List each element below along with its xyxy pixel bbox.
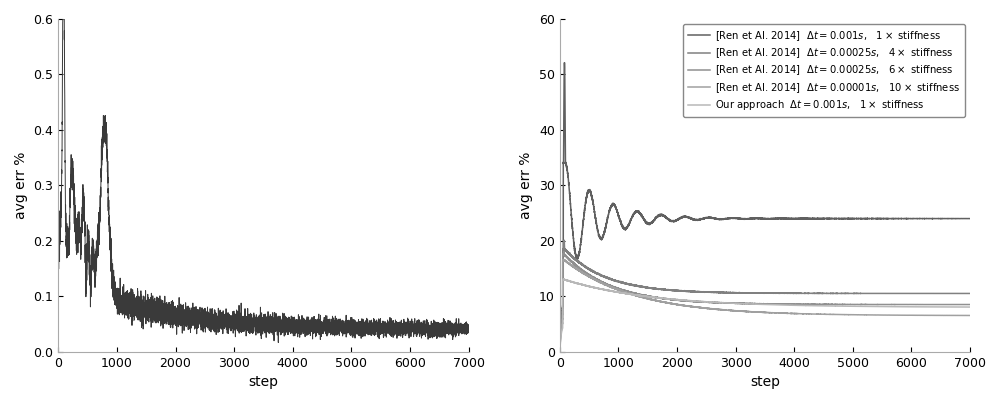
[Ren et Al. 2014]  $\Delta t = 0.00025s$,   $4\times$ stiffness — [558, 238, 570, 243]
Line: Our approach  $\Delta t = 0.001s$,   $1\times$ stiffness: Our approach $\Delta t = 0.001s$, $1\tim… — [560, 279, 970, 351]
[Ren et Al. 2014]  $\Delta t = 0.001s$,   $1\times$ stiffness — [575, 235, 587, 239]
[Ren et Al. 2014]  $\Delta t = 0.00025s$,   $4\times$ stiffness — [709, 290, 721, 295]
Our approach  $\Delta t = 0.001s$,   $1\times$ stiffness — [709, 300, 721, 305]
Our approach  $\Delta t = 0.001s$,   $1\times$ stiffness — [557, 277, 569, 282]
[Ren et Al. 2014]  $\Delta t = 0.00001s$,   $10\times$ stiffness — [717, 307, 729, 312]
Line: [Ren et Al. 2014]  $\Delta t = 0.00025s$,   $6\times$ stiffness: [Ren et Al. 2014] $\Delta t = 0.00025s$,… — [560, 251, 970, 349]
[Ren et Al. 2014]  $\Delta t = 0.00001s$,   $10\times$ stiffness — [661, 301, 673, 305]
[Ren et Al. 2014]  $\Delta t = 0.00025s$,   $4\times$ stiffness — [831, 291, 843, 296]
[Ren et Al. 2014]  $\Delta t = 0.00025s$,   $6\times$ stiffness — [575, 267, 587, 272]
[Ren et Al. 2014]  $\Delta t = 0.00025s$,   $4\times$ stiffness — [717, 290, 729, 295]
[Ren et Al. 2014]  $\Delta t = 0.00001s$,   $10\times$ stiffness — [964, 313, 976, 318]
Our approach  $\Delta t = 0.001s$,   $1\times$ stiffness — [831, 303, 843, 308]
[Ren et Al. 2014]  $\Delta t = 0.00025s$,   $6\times$ stiffness — [554, 347, 566, 352]
[Ren et Al. 2014]  $\Delta t = 0.001s$,   $1\times$ stiffness — [717, 217, 729, 222]
[Ren et Al. 2014]  $\Delta t = 0.001s$,   $1\times$ stiffness — [753, 216, 765, 221]
X-axis label: step: step — [750, 375, 780, 389]
Our approach  $\Delta t = 0.001s$,   $1\times$ stiffness — [575, 282, 587, 287]
[Ren et Al. 2014]  $\Delta t = 0.00001s$,   $10\times$ stiffness — [709, 307, 721, 312]
Line: [Ren et Al. 2014]  $\Delta t = 0.00025s$,   $4\times$ stiffness: [Ren et Al. 2014] $\Delta t = 0.00025s$,… — [560, 240, 970, 350]
[Ren et Al. 2014]  $\Delta t = 0.001s$,   $1\times$ stiffness — [554, 346, 566, 351]
[Ren et Al. 2014]  $\Delta t = 0.001s$,   $1\times$ stiffness — [661, 216, 673, 221]
[Ren et Al. 2014]  $\Delta t = 0.001s$,   $1\times$ stiffness — [558, 60, 570, 65]
Line: [Ren et Al. 2014]  $\Delta t = 0.00001s$,   $10\times$ stiffness: [Ren et Al. 2014] $\Delta t = 0.00001s$,… — [560, 260, 970, 350]
[Ren et Al. 2014]  $\Delta t = 0.00001s$,   $10\times$ stiffness — [831, 312, 843, 317]
[Ren et Al. 2014]  $\Delta t = 0.00025s$,   $6\times$ stiffness — [558, 249, 570, 254]
[Ren et Al. 2014]  $\Delta t = 0.00025s$,   $4\times$ stiffness — [575, 262, 587, 267]
Line: [Ren et Al. 2014]  $\Delta t = 0.001s$,   $1\times$ stiffness: [Ren et Al. 2014] $\Delta t = 0.001s$, $… — [560, 62, 970, 349]
[Ren et Al. 2014]  $\Delta t = 0.00025s$,   $4\times$ stiffness — [964, 291, 976, 296]
[Ren et Al. 2014]  $\Delta t = 0.00025s$,   $6\times$ stiffness — [661, 297, 673, 301]
[Ren et Al. 2014]  $\Delta t = 0.00025s$,   $6\times$ stiffness — [753, 301, 765, 306]
[Ren et Al. 2014]  $\Delta t = 0.001s$,   $1\times$ stiffness — [832, 216, 844, 221]
Our approach  $\Delta t = 0.001s$,   $1\times$ stiffness — [753, 302, 765, 307]
[Ren et Al. 2014]  $\Delta t = 0.00025s$,   $6\times$ stiffness — [709, 300, 721, 305]
[Ren et Al. 2014]  $\Delta t = 0.00001s$,   $10\times$ stiffness — [575, 270, 587, 274]
Our approach  $\Delta t = 0.001s$,   $1\times$ stiffness — [717, 300, 729, 305]
X-axis label: step: step — [248, 375, 278, 389]
[Ren et Al. 2014]  $\Delta t = 0.001s$,   $1\times$ stiffness — [554, 346, 566, 351]
[Ren et Al. 2014]  $\Delta t = 0.00025s$,   $6\times$ stiffness — [831, 302, 843, 307]
[Ren et Al. 2014]  $\Delta t = 0.00025s$,   $6\times$ stiffness — [717, 301, 729, 305]
Our approach  $\Delta t = 0.001s$,   $1\times$ stiffness — [661, 296, 673, 301]
[Ren et Al. 2014]  $\Delta t = 0.00001s$,   $10\times$ stiffness — [554, 348, 566, 353]
[Ren et Al. 2014]  $\Delta t = 0.001s$,   $1\times$ stiffness — [964, 216, 976, 221]
[Ren et Al. 2014]  $\Delta t = 0.001s$,   $1\times$ stiffness — [709, 216, 721, 221]
[Ren et Al. 2014]  $\Delta t = 0.00025s$,   $4\times$ stiffness — [554, 348, 566, 353]
Our approach  $\Delta t = 0.001s$,   $1\times$ stiffness — [554, 348, 566, 353]
Our approach  $\Delta t = 0.001s$,   $1\times$ stiffness — [964, 305, 976, 310]
[Ren et Al. 2014]  $\Delta t = 0.00025s$,   $4\times$ stiffness — [753, 291, 765, 295]
[Ren et Al. 2014]  $\Delta t = 0.00025s$,   $4\times$ stiffness — [661, 288, 673, 293]
Y-axis label: avg err %: avg err % — [14, 152, 28, 219]
[Ren et Al. 2014]  $\Delta t = 0.00001s$,   $10\times$ stiffness — [753, 310, 765, 315]
[Ren et Al. 2014]  $\Delta t = 0.00025s$,   $6\times$ stiffness — [964, 302, 976, 307]
[Ren et Al. 2014]  $\Delta t = 0.00001s$,   $10\times$ stiffness — [557, 257, 569, 262]
Y-axis label: avg err %: avg err % — [519, 152, 533, 219]
Legend: [Ren et Al. 2014]  $\Delta t = 0.001s$,   $1\times$ stiffness, [Ren et Al. 2014]: [Ren et Al. 2014] $\Delta t = 0.001s$, $… — [683, 24, 965, 117]
